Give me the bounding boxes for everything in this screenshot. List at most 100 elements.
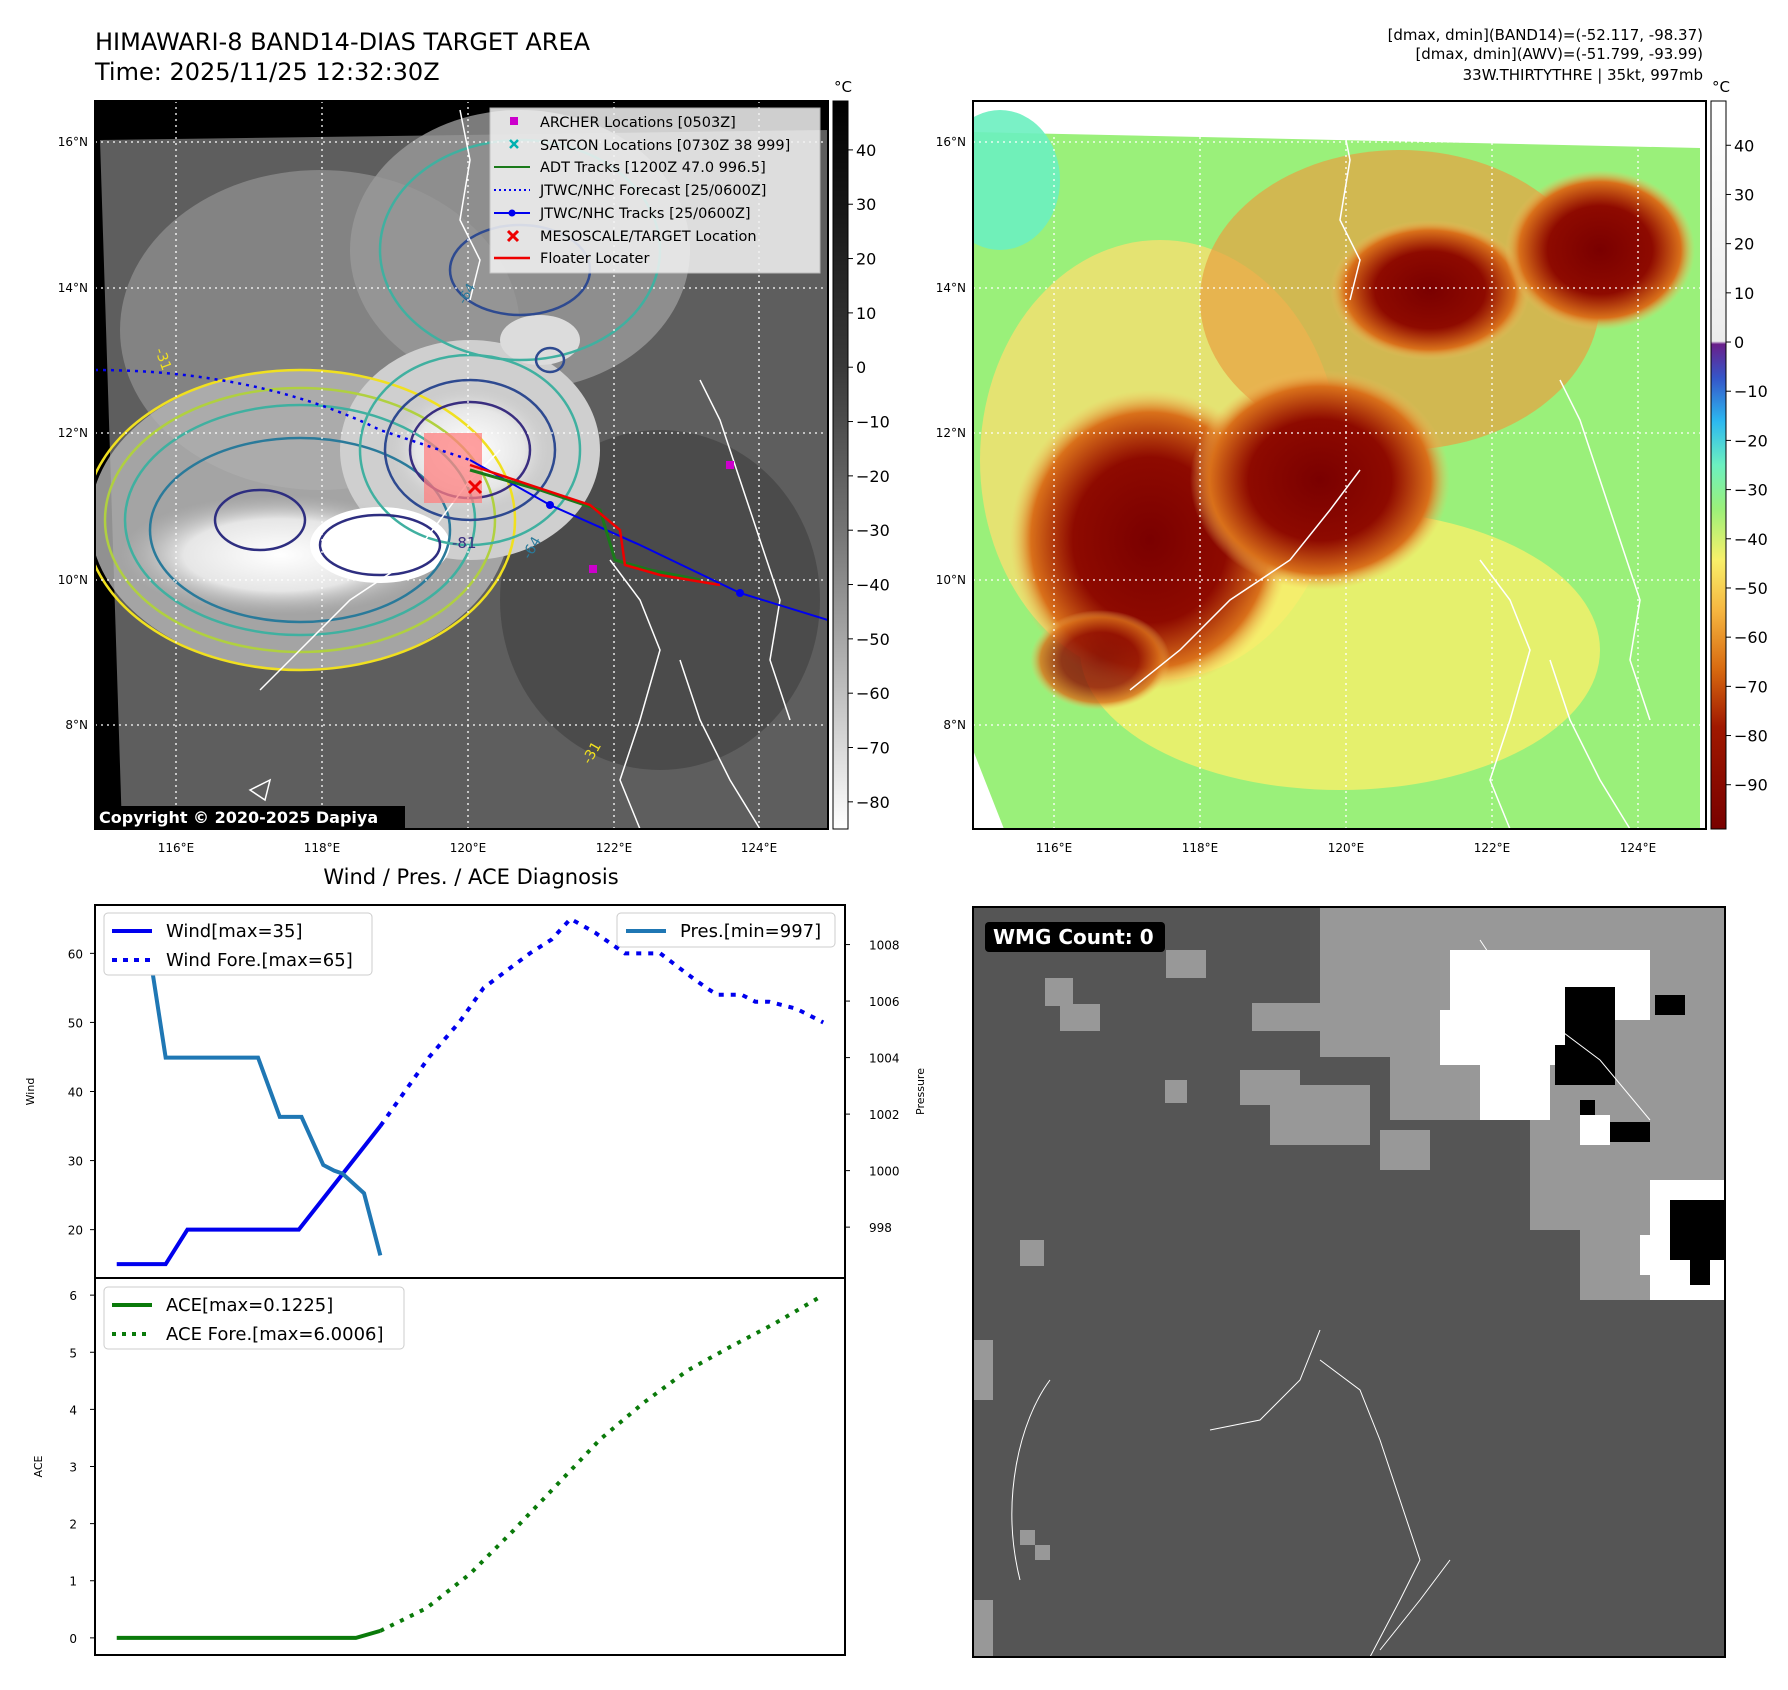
jtwc-track-point xyxy=(736,589,744,597)
wmg-panel: WMG Count: 0 xyxy=(973,907,1725,1657)
contour-label-3: -81 xyxy=(452,534,477,552)
archer-marker xyxy=(726,461,734,469)
legend-wind-forecast: Wind Fore.[max=65] xyxy=(166,950,353,971)
y-tick-label: 50 xyxy=(68,1016,83,1030)
y2-tick-label: 1004 xyxy=(869,1052,900,1066)
y-tick-label: 6 xyxy=(69,1289,77,1303)
colorbar-tick-label: −60 xyxy=(856,684,890,703)
figure: HIMAWARI-8 BAND14-DIAS TARGET AREA Time:… xyxy=(0,0,1788,1690)
colorbar-tick-label: −40 xyxy=(856,576,890,595)
colorbar-tick-label: 20 xyxy=(1734,235,1754,254)
y-tick-label: 40 xyxy=(68,1086,83,1100)
lat-label: 10°N xyxy=(936,573,966,587)
y-axis-label: ACE xyxy=(32,1455,45,1477)
colorbar-tick-label: −70 xyxy=(856,739,890,758)
floater-box xyxy=(424,433,482,503)
colorbar-tick-label: −80 xyxy=(856,793,890,812)
ace-line xyxy=(117,1631,381,1638)
lon-label: 118°E xyxy=(1182,841,1219,855)
lon-label: 118°E xyxy=(304,841,341,855)
lat-label: 14°N xyxy=(936,281,966,295)
y-tick-label: 0 xyxy=(69,1632,77,1646)
colorbar-tick-label: −30 xyxy=(1734,481,1768,500)
y-tick-label: 3 xyxy=(69,1461,77,1475)
legend-ace: ACE[max=0.1225] xyxy=(166,1295,333,1316)
ace-forecast-line xyxy=(380,1295,823,1631)
legend-ace-forecast: ACE Fore.[max=6.0006] xyxy=(166,1324,384,1345)
colorbar-tick-label: −50 xyxy=(1734,579,1768,598)
wind-line xyxy=(117,1126,381,1264)
y2-tick-label: 998 xyxy=(869,1221,892,1235)
colorbar-tick-label: −20 xyxy=(856,467,890,486)
colorbar-tick-label: −60 xyxy=(1734,628,1768,647)
colorbar-tick-label: 30 xyxy=(1734,185,1754,204)
colorbar-tick-label: −90 xyxy=(1734,776,1768,795)
colorbar-tick-label: 10 xyxy=(856,304,876,323)
lat-label: 12°N xyxy=(58,426,88,440)
lon-label: 124°E xyxy=(741,841,778,855)
y-tick-label: 1 xyxy=(69,1575,77,1589)
y2-tick-label: 1000 xyxy=(869,1165,900,1179)
awv-map xyxy=(940,101,1706,829)
copyright: Copyright © 2020-2025 Dapiya xyxy=(99,808,378,827)
ace-chart: 0 1 2 3 4 5 6 ACE ACE[max=0.1225] ACE Fore.[max=6… xyxy=(32,1278,845,1655)
colorbar-right: °C 40 30 20 10 0 −10 −20 −30 −40 −50 −60 −70 −80 −90 xyxy=(1711,78,1768,829)
info-line2: [dmax, dmin](AWV)=(-51.799, -93.99) xyxy=(1415,45,1703,63)
legend-adt: ADT Tracks [1200Z 47.0 996.5] xyxy=(540,160,766,176)
colorbar-tick-label: −80 xyxy=(1734,727,1768,746)
colorbar-tick-label: −10 xyxy=(1734,382,1768,401)
colorbar-tick-label: −30 xyxy=(856,521,890,540)
legend-archer: ARCHER Locations [0503Z] xyxy=(540,115,736,131)
info-line3: 33W.THIRTYTHRE | 35kt, 997mb xyxy=(1463,66,1703,84)
wmg-count: WMG Count: 0 xyxy=(993,925,1154,949)
colorbar-tick-label: −40 xyxy=(1734,530,1768,549)
y-tick-label: 20 xyxy=(68,1224,83,1238)
lat-label: 10°N xyxy=(58,573,88,587)
legend-target: MESOSCALE/TARGET Location xyxy=(540,229,757,245)
y2-tick-label: 1002 xyxy=(869,1108,900,1122)
y-tick-label: 5 xyxy=(69,1346,77,1360)
colorbar-tick-label: 0 xyxy=(1734,333,1744,352)
colorbar-tick-label: −10 xyxy=(856,413,890,432)
lon-label: 116°E xyxy=(1036,841,1073,855)
y-tick-label: 4 xyxy=(69,1403,77,1417)
colorbar-tick-label: 10 xyxy=(1734,284,1754,303)
lat-label: 14°N xyxy=(58,281,88,295)
lat-label: 16°N xyxy=(936,135,966,149)
colorbar-tick-label: 40 xyxy=(856,141,876,160)
lat-label: 8°N xyxy=(943,718,966,732)
wind-pressure-chart: 20 30 40 50 60 998 1000 1002 1004 1006 1008 Wind Pre… xyxy=(24,905,927,1278)
jtwc-track-point xyxy=(546,501,554,509)
colorbar-tick-label: 40 xyxy=(1734,136,1754,155)
lon-label: 120°E xyxy=(450,841,487,855)
lon-label: 120°E xyxy=(1328,841,1365,855)
legend-wind: Wind[max=35] xyxy=(166,921,303,942)
colorbar-tick-label: 30 xyxy=(856,195,876,214)
info-line1: [dmax, dmin](BAND14)=(-52.117, -98.37) xyxy=(1388,26,1703,44)
colorbar-tick-label: −70 xyxy=(1734,677,1768,696)
lon-label: 122°E xyxy=(596,841,633,855)
colorbar-tick-label: −20 xyxy=(1734,431,1768,450)
y-tick-label: 30 xyxy=(68,1155,83,1169)
colorbar-left-unit: °C xyxy=(834,78,852,96)
y-axis-label: Wind xyxy=(24,1078,37,1106)
lat-label: 16°N xyxy=(58,135,88,149)
y2-axis-label: Pressure xyxy=(914,1068,927,1115)
lat-label: 8°N xyxy=(65,718,88,732)
y2-tick-label: 1006 xyxy=(869,995,900,1009)
archer-marker xyxy=(589,565,597,573)
map-legend: ARCHER Locations [0503Z] SATCON Location… xyxy=(490,108,820,273)
legend-jtwc-forecast: JTWC/NHC Forecast [25/0600Z] xyxy=(539,183,766,199)
colorbar-right-unit: °C xyxy=(1712,78,1730,96)
colorbar-tick-label: 0 xyxy=(856,358,866,377)
title-line1: HIMAWARI-8 BAND14-DIAS TARGET AREA xyxy=(95,28,591,56)
legend-pres: Pres.[min=997] xyxy=(680,921,821,942)
lon-label: 124°E xyxy=(1620,841,1657,855)
colorbar-tick-label: −50 xyxy=(856,630,890,649)
colorbar-left: °C 40 30 20 10 0 −10 −20 −30 −40 −50 −60 −70 −80 xyxy=(833,78,890,829)
legend-floater: Floater Locater xyxy=(540,251,649,267)
lon-label: 116°E xyxy=(158,841,195,855)
y-tick-label: 2 xyxy=(69,1518,77,1532)
diagnosis-title: Wind / Pres. / ACE Diagnosis xyxy=(323,865,618,889)
y-tick-label: 60 xyxy=(68,947,83,961)
